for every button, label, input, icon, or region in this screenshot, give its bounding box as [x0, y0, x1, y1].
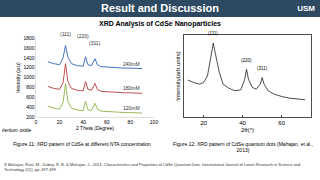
svg-text:1600: 1600: [23, 45, 34, 51]
svg-text:400: 400: [26, 104, 35, 110]
svg-text:20: 20: [200, 120, 207, 126]
svg-text:Intensity (a.u): Intensity (a.u): [15, 62, 21, 93]
svg-text:(311): (311): [89, 40, 101, 46]
html-text:Figure 11: XRD pattern of CdSe: Figure 11: XRD pattern of CdSe at differ…: [13, 141, 151, 147]
svg-text:40: 40: [239, 120, 246, 126]
svg-text:100: 100: [150, 119, 159, 125]
svg-text:2 Theta (Degree): 2 Theta (Degree): [76, 125, 114, 131]
svg-text:(311): (311): [257, 66, 268, 71]
svg-text:(111): (111): [208, 31, 218, 36]
svg-text:1000: 1000: [23, 74, 34, 80]
svg-text:60: 60: [104, 119, 110, 125]
svg-text:60: 60: [278, 120, 285, 126]
html-text:Result and Discussion: Result and Discussion: [101, 2, 219, 14]
svg-text:2θ(°): 2θ(°): [241, 127, 254, 133]
svg-text:(220): (220): [77, 33, 89, 39]
svg-text:40: 40: [80, 119, 86, 125]
html-text:S Mahajan, Rani, M., Dubey, R.: S Mahajan, Rani, M., Dubey, R. B. & Maha…: [4, 162, 301, 172]
svg-text:120mM: 120mM: [123, 105, 140, 111]
svg-text:Intensity(arb.units): Intensity(arb.units): [175, 51, 181, 100]
svg-text:(111): (111): [60, 31, 71, 37]
svg-text:1400: 1400: [23, 55, 34, 61]
html-text:Figure 12: XRD pattern of CdSe: Figure 12: XRD pattern of CdSe quantum d…: [173, 141, 313, 153]
html-text:XRD Analysis of CdSe Nanoparti: XRD Analysis of CdSe Nanoparticles: [99, 20, 221, 27]
svg-text:1200: 1200: [23, 64, 34, 70]
svg-text:20: 20: [57, 119, 63, 125]
html-text:USM: USM: [297, 4, 315, 13]
svg-text:80: 80: [128, 119, 134, 125]
svg-text:200: 200: [26, 114, 35, 120]
svg-text:1800: 1800: [23, 35, 34, 41]
svg-text:800: 800: [26, 84, 35, 90]
svg-text:0: 0: [35, 119, 38, 125]
svg-text:180mM: 180mM: [123, 85, 140, 91]
svg-text:600: 600: [26, 94, 35, 100]
svg-text:selenium oxide: selenium oxide: [2, 127, 32, 133]
svg-text:(220): (220): [241, 58, 252, 63]
svg-text:240mM: 240mM: [123, 61, 140, 67]
